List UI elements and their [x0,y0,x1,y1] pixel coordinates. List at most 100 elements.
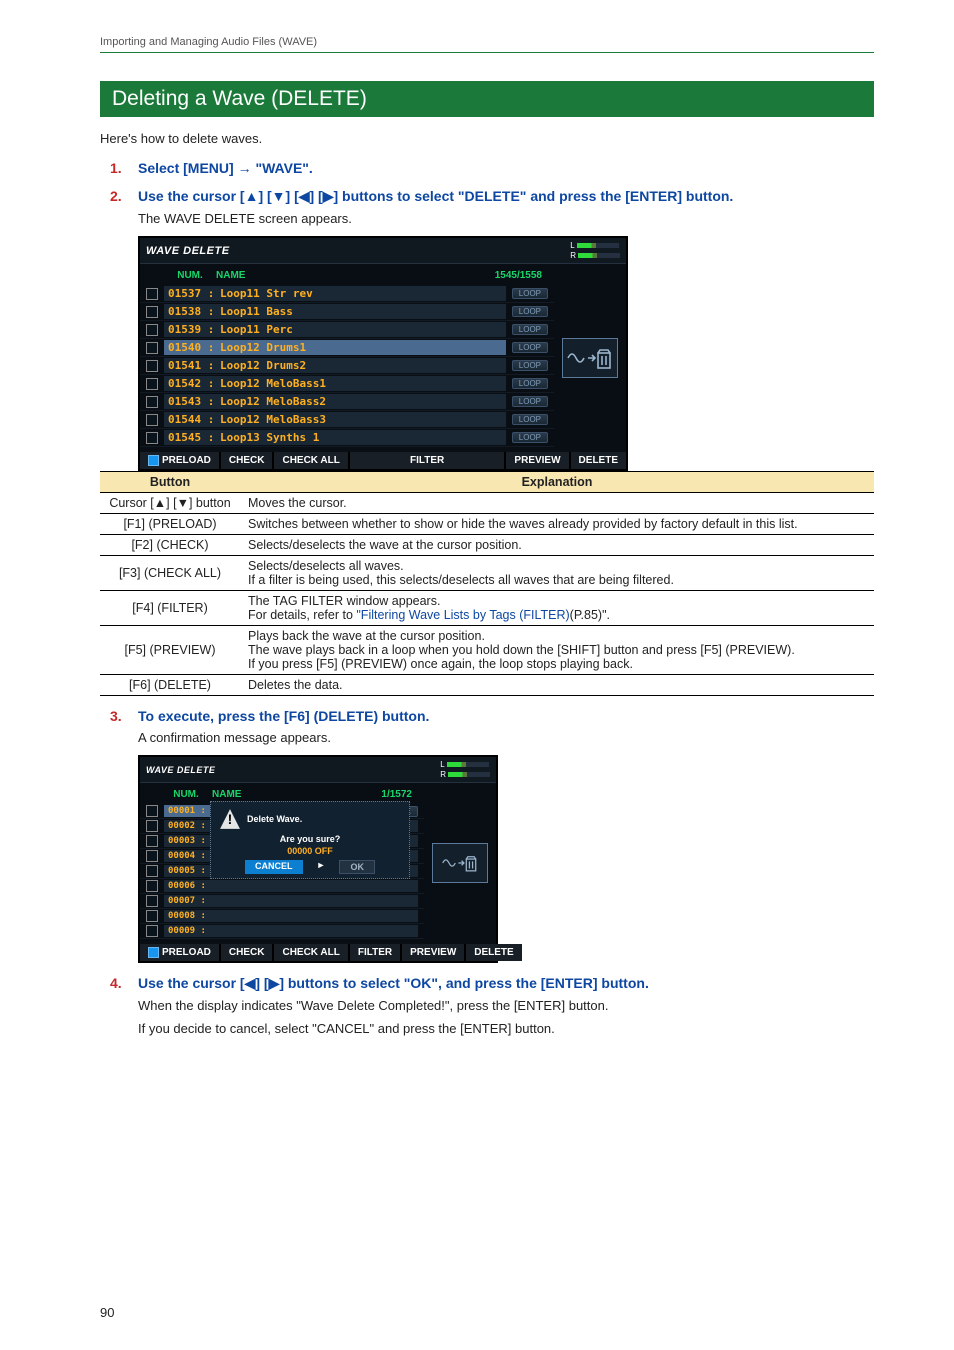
checkbox[interactable] [146,820,158,832]
f5-preview-button[interactable]: PREVIEW [402,944,466,961]
checkbox[interactable] [146,360,158,372]
screen-title: WAVE DELETE [146,245,230,257]
loop-badge: LOOP [512,432,548,443]
loop-badge: LOOP [512,396,548,407]
loop-badge: LOOP [512,414,548,425]
list-item[interactable]: 01543 :Loop12 MeloBass2LOOP [140,393,554,411]
confirm-dialog: ! Delete Wave. Are you sure? 00000 OFF C… [210,801,410,879]
table-row: [F1] (PRELOAD) [100,514,240,535]
table-row: [F3] (CHECK ALL) [100,556,240,591]
intro-text: Here's how to delete waves. [100,131,874,146]
checkbox[interactable] [146,865,158,877]
dialog-line1: Delete Wave. [247,814,302,824]
table-row: [F6] (DELETE) [100,675,240,696]
list-item[interactable]: 01545 :Loop13 Synths 1LOOP [140,429,554,447]
step-text: Use the cursor [◀] [▶] buttons to select… [138,975,874,992]
step-2: 2. Use the cursor [▲] [▼] [◀] [▶] button… [110,188,874,205]
wave-to-trash-icon [432,843,488,883]
function-keys: PRELOAD CHECK CHECK ALL FILTER PREVIEW D… [140,451,626,469]
table-row: [F2] (CHECK) [100,535,240,556]
checkbox[interactable] [146,414,158,426]
dialog-line2: Are you sure? [219,834,401,844]
checkbox[interactable] [146,805,158,817]
checkbox[interactable] [146,850,158,862]
wave-to-trash-icon [562,338,618,378]
step-4: 4. Use the cursor [◀] [▶] buttons to sel… [110,975,874,992]
step-number: 3. [110,708,138,724]
checkbox[interactable] [146,432,158,444]
function-keys: PRELOAD CHECK CHECK ALL FILTER PREVIEW D… [140,943,496,961]
step-number: 4. [110,975,138,992]
checkbox[interactable] [146,342,158,354]
checkbox[interactable] [146,880,158,892]
f2-check-button[interactable]: CHECK [221,452,275,469]
checkbox[interactable] [146,895,158,907]
checkbox[interactable] [146,910,158,922]
checkbox[interactable] [146,324,158,336]
list-item[interactable]: 01542 :Loop12 MeloBass1LOOP [140,375,554,393]
list-item[interactable]: 01538 :Loop11 BassLOOP [140,303,554,321]
f1-preload-button[interactable]: PRELOAD [140,452,221,469]
level-meters: L R [570,241,620,260]
f4-filter-button[interactable]: FILTER [350,452,507,469]
dialog-count: 00000 OFF [219,844,401,860]
f3-checkall-button[interactable]: CHECK ALL [274,944,349,961]
th-button: Button [100,472,240,493]
step-4-note-1: When the display indicates "Wave Delete … [138,998,874,1013]
loop-badge: LOOP [512,360,548,371]
screen-title: WAVE DELETE [146,765,215,775]
wave-delete-screen-2: WAVE DELETE L R NUM. NAME 1/1572 00001 :… [138,755,874,963]
cancel-button[interactable]: CANCEL [245,860,303,874]
f2-check-button[interactable]: CHECK [221,944,275,961]
warning-icon: ! [219,808,241,830]
loop-badge: LOOP [512,324,548,335]
checkbox[interactable] [146,835,158,847]
loop-badge: LOOP [512,378,548,389]
section-title: Deleting a Wave (DELETE) [100,81,874,117]
step-text: Select [MENU] → "WAVE". [138,160,874,176]
list-header: NUM. NAME 1545/1558 [140,268,554,285]
checkbox[interactable] [146,396,158,408]
step-2-note: The WAVE DELETE screen appears. [138,211,874,226]
step-4-note-2: If you decide to cancel, select "CANCEL"… [138,1021,874,1036]
checkbox[interactable] [146,306,158,318]
list-item[interactable]: 01537 :Loop11 Str revLOOP [140,285,554,303]
checkbox[interactable] [146,925,158,937]
loop-badge: LOOP [512,342,548,353]
step-number: 1. [110,160,138,176]
table-row: [F4] (FILTER) [100,591,240,626]
list-item[interactable]: 00006 : [140,879,424,894]
checkbox[interactable] [146,288,158,300]
loop-badge: LOOP [512,288,548,299]
table-row: [F5] (PREVIEW) [100,626,240,675]
step-1: 1. Select [MENU] → "WAVE". [110,160,874,176]
level-meters: L R [440,760,490,779]
ok-button[interactable]: OK [339,860,375,874]
list-item[interactable]: 01541 :Loop12 Drums2LOOP [140,357,554,375]
f6-delete-button[interactable]: DELETE [571,452,626,469]
step-3-note: A confirmation message appears. [138,730,874,745]
list-item[interactable]: 01544 :Loop12 MeloBass3LOOP [140,411,554,429]
loop-badge: LOOP [512,306,548,317]
f1-preload-button[interactable]: PRELOAD [140,944,221,961]
list-item[interactable]: 00009 : [140,924,424,939]
f4-filter-button[interactable]: FILTER [350,944,402,961]
f3-checkall-button[interactable]: CHECK ALL [274,452,349,469]
breadcrumb: Importing and Managing Audio Files (WAVE… [100,36,874,53]
list-item[interactable]: 01539 :Loop11 PercLOOP [140,321,554,339]
f6-delete-button[interactable]: DELETE [466,944,521,961]
th-explanation: Explanation [240,472,874,493]
play-icon: ► [317,860,326,874]
page-number: 90 [100,1305,114,1320]
step-text: Use the cursor [▲] [▼] [◀] [▶] buttons t… [138,188,874,205]
step-text: To execute, press the [F6] (DELETE) butt… [138,708,874,724]
list-item[interactable]: 01540 :Loop12 Drums1LOOP [140,339,554,357]
checkbox[interactable] [146,378,158,390]
list-item[interactable]: 00007 : [140,894,424,909]
f5-preview-button[interactable]: PREVIEW [506,452,570,469]
list-item[interactable]: 00008 : [140,909,424,924]
filter-link[interactable]: "Filtering Wave Lists by Tags (FILTER) [356,608,569,622]
step-number: 2. [110,188,138,205]
button-explanation-table: Button Explanation Cursor [▲] [▼] button… [100,471,874,696]
step-3: 3. To execute, press the [F6] (DELETE) b… [110,708,874,724]
